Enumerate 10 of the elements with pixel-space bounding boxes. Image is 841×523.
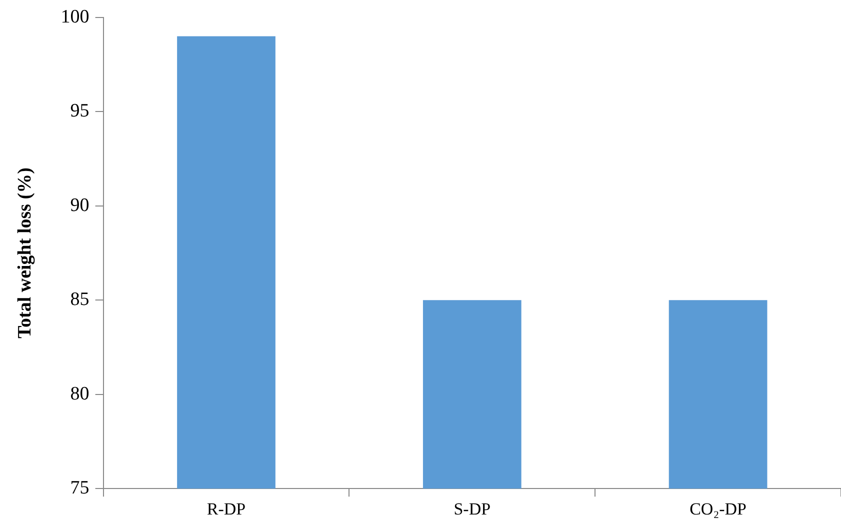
y-tick-label: 100 <box>60 6 90 28</box>
y-axis-title: Total weight loss (%) <box>14 168 36 338</box>
y-tick-label: 95 <box>70 100 90 122</box>
x-tick-label: R-DP <box>206 499 246 518</box>
x-tick-label: CO₂-DP <box>690 499 747 518</box>
y-tick-label: 85 <box>70 289 90 310</box>
x-tick-label: S-DP <box>454 499 491 518</box>
y-tick-label: 75 <box>70 478 90 499</box>
y-tick-label: 90 <box>70 194 90 216</box>
y-tick-label: 80 <box>70 383 90 404</box>
